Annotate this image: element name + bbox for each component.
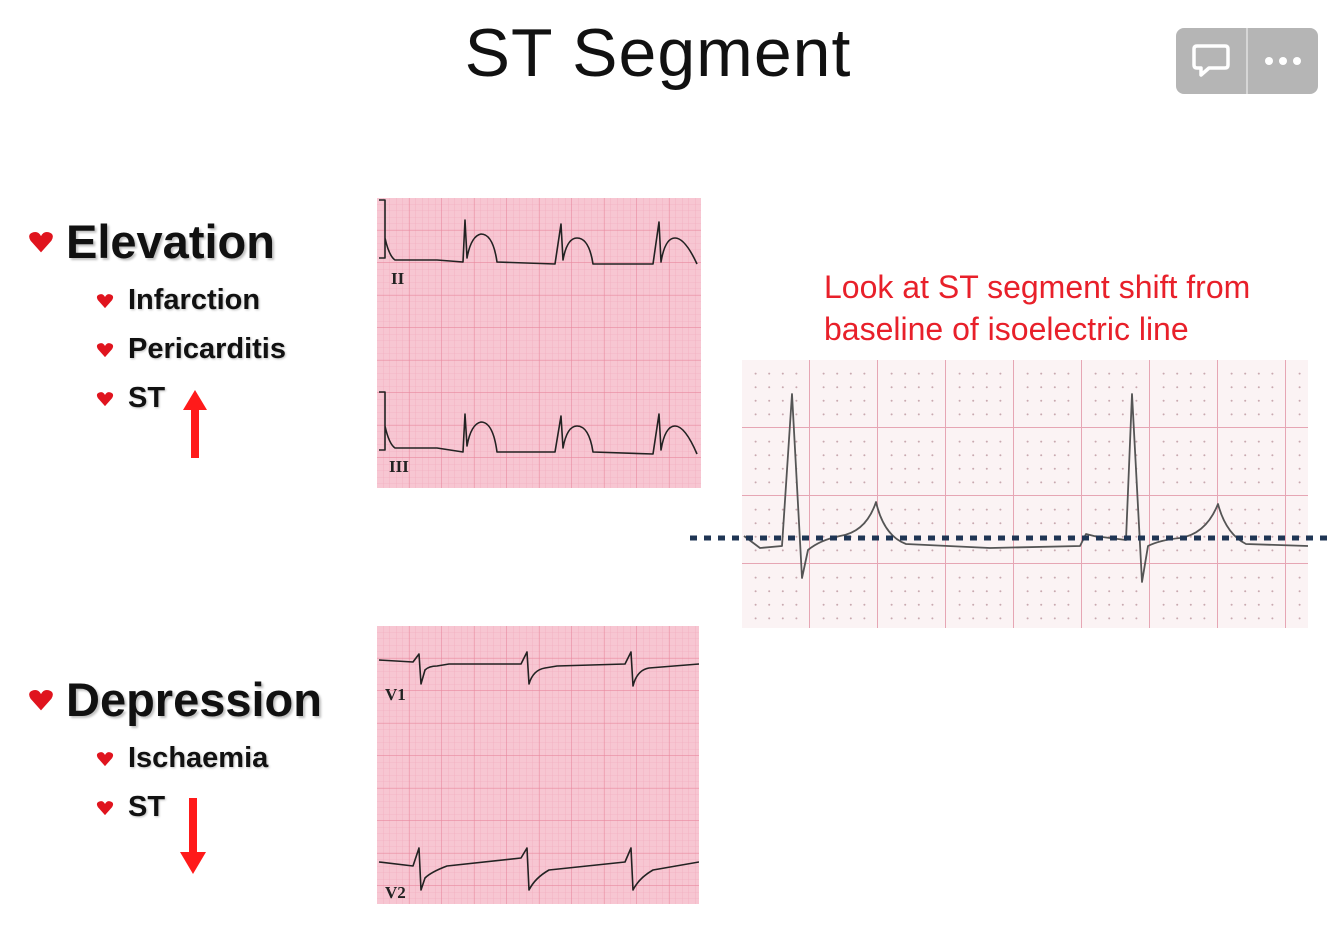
elevation-item-pericarditis: Pericarditis bbox=[128, 333, 286, 365]
isoelectric-note: Look at ST segment shift from baseline o… bbox=[824, 269, 1251, 347]
arrow-down-icon bbox=[180, 798, 206, 874]
elevation-item-infarction: Infarction bbox=[128, 284, 261, 316]
heart-bullet-icon bbox=[96, 293, 114, 308]
bullet-depression: Depression bbox=[28, 672, 322, 727]
slide-title: ST Segment bbox=[464, 15, 852, 91]
elevation-item-st: ST bbox=[128, 382, 166, 414]
slide-toolbar bbox=[1176, 28, 1318, 94]
heart-bullet-icon bbox=[96, 342, 114, 357]
ellipsis-icon bbox=[1265, 57, 1301, 65]
depression-item-st: ST bbox=[128, 791, 166, 823]
ecg-elevation-strip: II III bbox=[377, 198, 701, 488]
comment-button[interactable] bbox=[1176, 28, 1246, 94]
depression-item-ischaemia: Ischaemia bbox=[128, 742, 269, 774]
ecg-baseline-strip bbox=[690, 360, 1334, 628]
heart-bullet-icon bbox=[29, 231, 53, 252]
bullet-infarction: Infarction bbox=[96, 284, 260, 317]
more-options-button[interactable] bbox=[1248, 28, 1318, 94]
bullet-pericarditis: Pericarditis bbox=[96, 333, 286, 366]
ecg-depression-strip: V1 V2 bbox=[377, 626, 699, 904]
elevation-heading: Elevation bbox=[66, 215, 275, 268]
bullet-st-up: ST bbox=[96, 382, 165, 415]
arrow-up-icon bbox=[183, 390, 207, 458]
lead-label-ii: II bbox=[391, 269, 405, 288]
bullet-ischaemia: Ischaemia bbox=[96, 742, 268, 775]
lead-label-v1: V1 bbox=[385, 685, 406, 704]
speech-bubble-icon bbox=[1192, 44, 1230, 77]
bullet-st-down: ST bbox=[96, 791, 165, 824]
toolbar-divider bbox=[1246, 28, 1248, 94]
heart-bullet-icon bbox=[96, 800, 114, 815]
heart-bullet-icon bbox=[29, 689, 53, 710]
depression-heading: Depression bbox=[66, 673, 322, 726]
lead-label-iii: III bbox=[389, 457, 409, 476]
heart-bullet-icon bbox=[96, 751, 114, 766]
lead-label-v2: V2 bbox=[385, 883, 406, 902]
bullet-elevation: Elevation bbox=[28, 214, 275, 269]
heart-bullet-icon bbox=[96, 391, 114, 406]
